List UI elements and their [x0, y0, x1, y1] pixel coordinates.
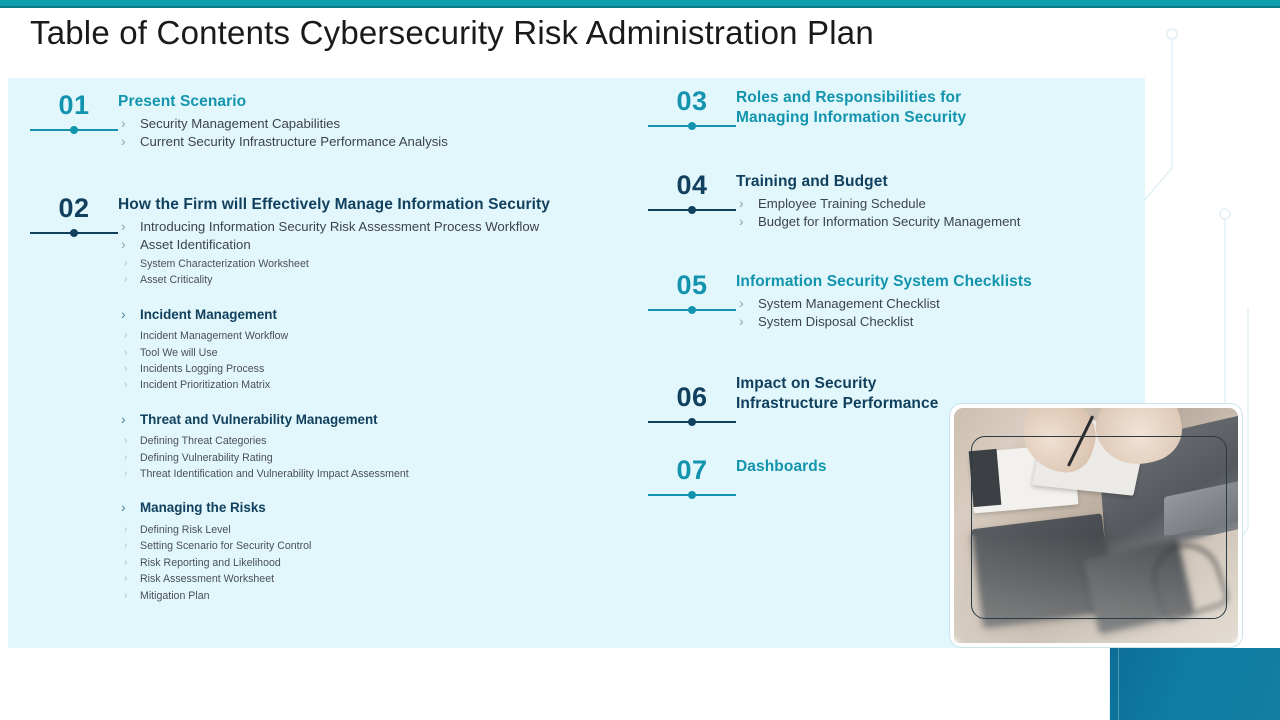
toc-items-01: Security Management Capabilities Current…	[118, 114, 630, 152]
photo-outline-frame	[971, 436, 1227, 620]
toc-entry-01[interactable]: 01 Present Scenario Security Management …	[30, 92, 630, 152]
list-item[interactable]: Defining Risk Level	[118, 522, 630, 538]
right-column: 03 Roles and Responsibilities for Managi…	[648, 88, 1128, 500]
list-item[interactable]: Tool We will Use	[118, 345, 630, 361]
rule-dot-icon	[688, 206, 696, 215]
toc-group-threat-vulnerability-management[interactable]: Threat and Vulnerability Management Defi…	[118, 410, 630, 483]
toc-number-rule-06	[648, 417, 736, 427]
toc-items-05: System Management Checklist System Dispo…	[736, 294, 1128, 332]
toc-group-items: Defining Risk Level Setting Scenario for…	[118, 522, 630, 604]
toc-body-06: Impact on Security Infrastructure Perfor…	[736, 374, 1128, 413]
list-item[interactable]: Defining Threat Categories	[118, 433, 630, 449]
toc-number-04: 04	[676, 170, 708, 201]
toc-number-block-03: 03	[648, 88, 736, 131]
list-item[interactable]: Current Security Infrastructure Performa…	[118, 132, 630, 152]
toc-body-01: Present Scenario Security Management Cap…	[118, 92, 630, 152]
list-item[interactable]: System Management Checklist	[736, 294, 1128, 314]
rule-dot-icon	[688, 491, 696, 500]
toc-heading-06-line2: Infrastructure Performance	[736, 394, 939, 412]
rule-dot-icon	[70, 126, 78, 134]
photo-foreground-blur	[954, 534, 1238, 643]
toc-group-items: Defining Threat Categories Defining Vuln…	[118, 433, 630, 482]
accent-block-divider	[1118, 648, 1119, 720]
list-item[interactable]: Incident Prioritization Matrix	[118, 377, 630, 393]
list-item[interactable]: Threat Identification and Vulnerability …	[118, 466, 630, 482]
toc-heading-06-line1: Impact on Security	[736, 375, 877, 392]
toc-number-rule-03	[648, 121, 736, 131]
toc-heading-07: Dashboards	[736, 458, 827, 476]
list-item[interactable]: Asset Identification	[118, 235, 630, 255]
toc-number-rule-04	[648, 205, 736, 215]
toc-number-rule-02	[30, 228, 118, 238]
list-item[interactable]: Incidents Logging Process	[118, 361, 630, 377]
toc-group-managing-the-risks[interactable]: Managing the Risks Defining Risk Level S…	[118, 498, 630, 604]
rule-dot-icon	[688, 122, 696, 130]
photo-image	[954, 408, 1238, 643]
toc-group-items: Incident Management Workflow Tool We wil…	[118, 328, 630, 394]
toc-number-block-05: 05	[648, 272, 736, 315]
toc-number-07: 07	[676, 455, 708, 486]
list-item[interactable]: Incident Management Workflow	[118, 328, 630, 344]
toc-group-title: Threat and Vulnerability Management	[118, 410, 630, 429]
list-item[interactable]: Security Management Capabilities	[118, 114, 630, 134]
toc-number-block-04: 04	[648, 172, 736, 215]
list-item[interactable]: Employee Training Schedule	[736, 194, 1128, 214]
toc-body-05: Information Security System Checklists S…	[736, 272, 1128, 332]
toc-body-04: Training and Budget Employee Training Sc…	[736, 172, 1128, 232]
rule-dot-icon	[688, 418, 696, 426]
toc-number-rule-01	[30, 125, 118, 135]
toc-heading-02: How the Firm will Effectively Manage Inf…	[118, 195, 551, 213]
toc-number-rule-05	[648, 305, 736, 315]
toc-body-03: Roles and Responsibilities for Managing …	[736, 88, 1128, 127]
toc-number-block-06: 06	[648, 384, 736, 427]
toc-number-block-02: 02	[30, 192, 118, 238]
toc-number-01: 01	[58, 90, 90, 120]
list-item[interactable]: System Disposal Checklist	[736, 312, 1128, 332]
list-item[interactable]: Defining Vulnerability Rating	[118, 450, 630, 466]
toc-heading-01: Present Scenario	[118, 93, 247, 110]
list-item[interactable]: Asset Criticality	[118, 272, 630, 288]
toc-heading-05: Information Security System Checklists	[736, 273, 1032, 291]
list-item[interactable]: Mitigation Plan	[118, 588, 630, 604]
toc-entry-07[interactable]: 07 Dashboards	[648, 457, 1128, 500]
list-item[interactable]: Introducing Information Security Risk As…	[118, 217, 630, 237]
top-accent-bar-dark	[0, 6, 1280, 8]
toc-entry-04[interactable]: 04 Training and Budget Employee Training…	[648, 172, 1128, 232]
toc-number-block-01: 01	[30, 92, 118, 135]
toc-number-03: 03	[676, 86, 708, 116]
toc-items-02: Introducing Information Security Risk As…	[118, 217, 630, 255]
toc-entry-06[interactable]: 06 Impact on Security Infrastructure Per…	[648, 374, 1128, 426]
list-item[interactable]: Setting Scenario for Security Control	[118, 538, 630, 554]
toc-entry-03[interactable]: 03 Roles and Responsibilities for Managi…	[648, 88, 1128, 130]
toc-items-04: Employee Training Schedule Budget for In…	[736, 194, 1128, 232]
toc-number-06: 06	[676, 382, 708, 412]
rule-dot-icon	[688, 306, 696, 315]
rule-dot-icon	[70, 228, 78, 237]
toc-number-02: 02	[58, 192, 90, 223]
toc-heading-04: Training and Budget	[736, 173, 888, 191]
toc-entry-05[interactable]: 05 Information Security System Checklist…	[648, 272, 1128, 332]
toc-group-incident-management[interactable]: Incident Management Incident Management …	[118, 305, 630, 394]
toc-group-title: Incident Management	[118, 305, 630, 324]
top-accent-bar-teal	[0, 0, 1280, 6]
toc-group-title: Managing the Risks	[118, 498, 630, 517]
list-item[interactable]: Risk Assessment Worksheet	[118, 571, 630, 587]
toc-number-05: 05	[676, 270, 708, 301]
toc-body-07: Dashboards	[736, 457, 1128, 477]
bottom-right-accent-block	[1110, 648, 1280, 720]
toc-heading-03-line1: Roles and Responsibilities for	[736, 89, 962, 106]
list-item[interactable]: Budget for Information Security Manageme…	[736, 212, 1128, 232]
toc-number-block-07: 07	[648, 457, 736, 500]
toc-subitems-02: System Characterization Worksheet Asset …	[118, 256, 630, 289]
photo-card	[950, 404, 1242, 647]
list-item[interactable]: System Characterization Worksheet	[118, 256, 630, 272]
toc-entry-02[interactable]: 02 How the Firm will Effectively Manage …	[30, 192, 630, 604]
toc-number-rule-07	[648, 490, 736, 500]
left-column: 01 Present Scenario Security Management …	[30, 92, 630, 604]
toc-body-02: How the Firm will Effectively Manage Inf…	[118, 195, 630, 604]
toc-heading-03-line2: Managing Information Security	[736, 108, 967, 126]
list-item[interactable]: Risk Reporting and Likelihood	[118, 555, 630, 571]
page-title: Table of Contents Cybersecurity Risk Adm…	[30, 14, 874, 51]
